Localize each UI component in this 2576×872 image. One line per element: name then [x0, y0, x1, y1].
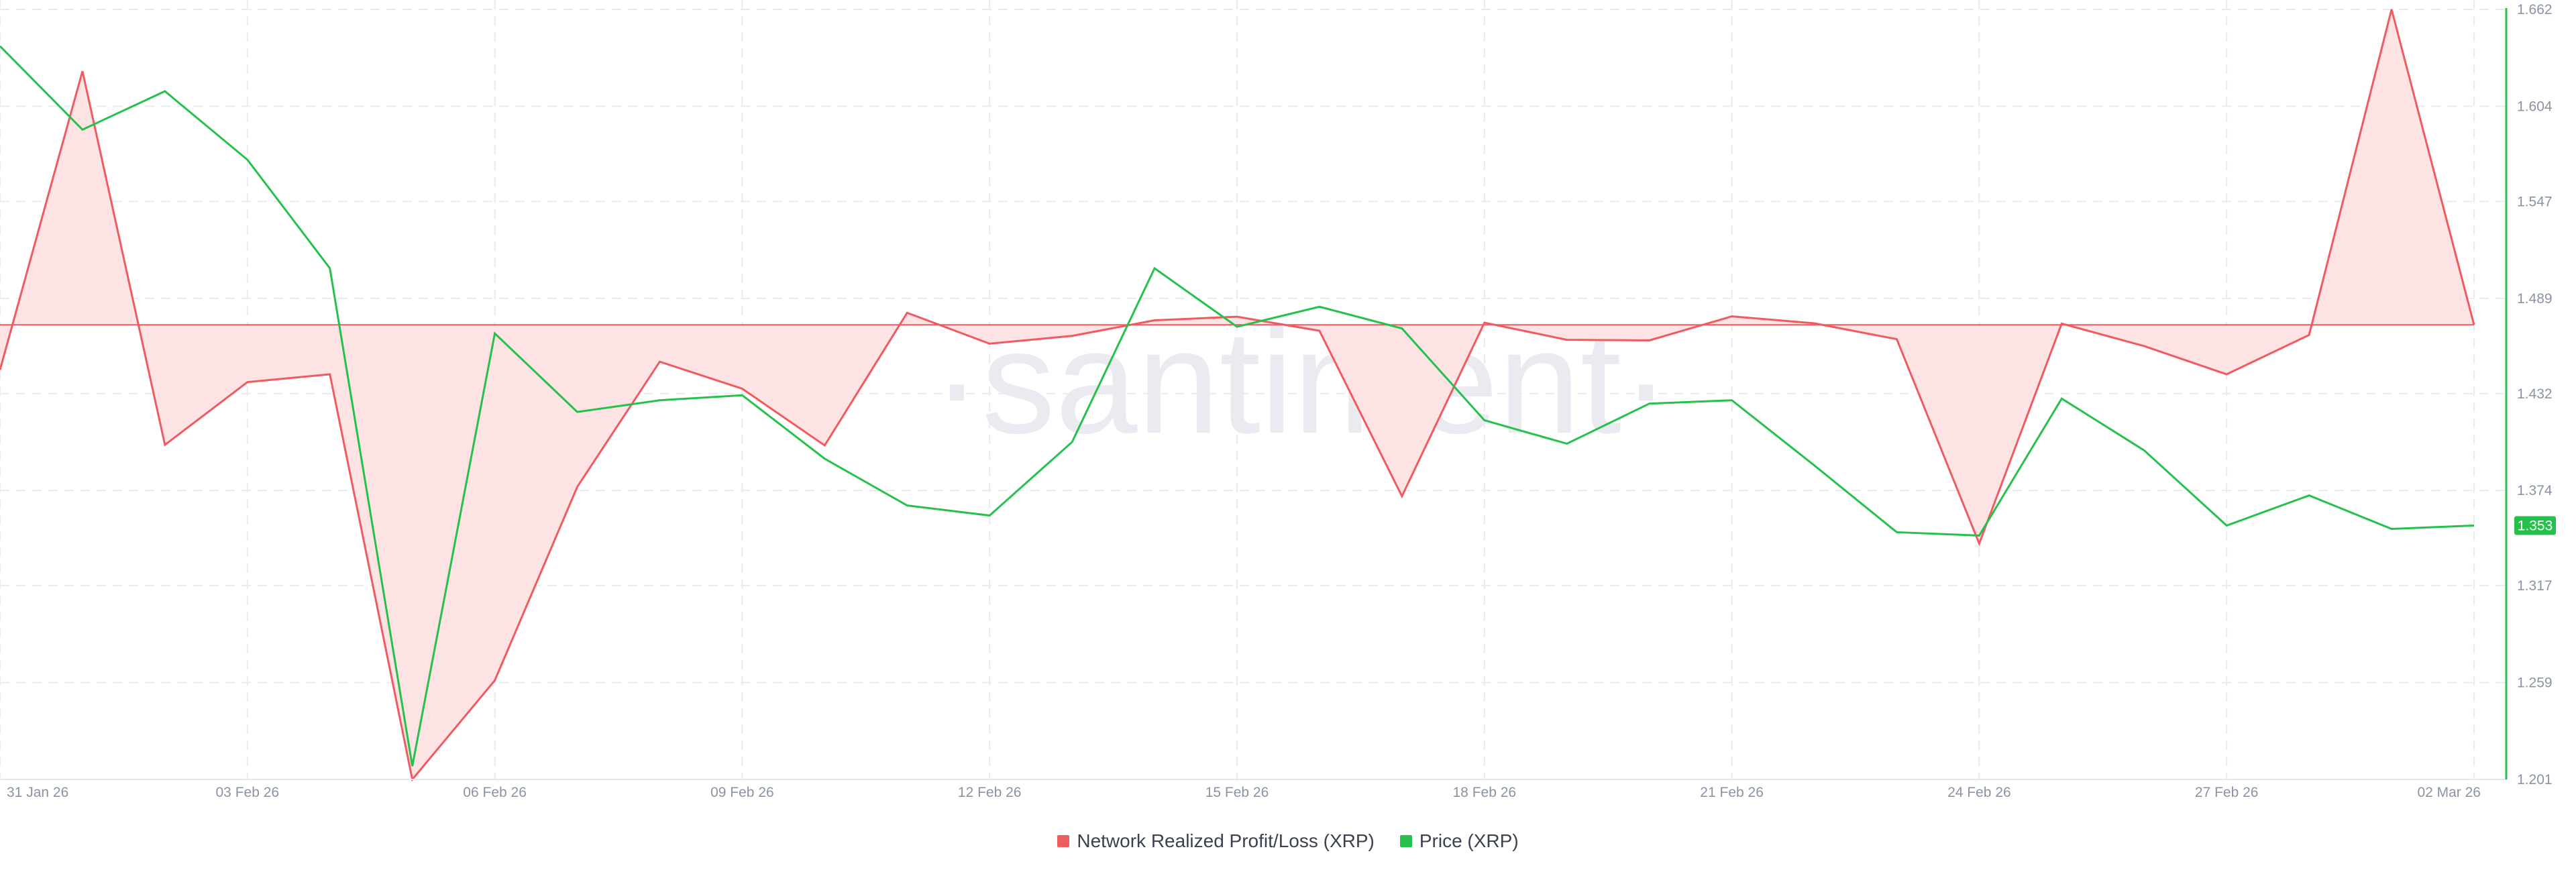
- price-point: [1400, 327, 1404, 331]
- price-axis-tick-label: 1.662: [2517, 2, 2553, 17]
- legend-item-price[interactable]: Price (XRP): [1399, 830, 1519, 852]
- nrpl-point: [80, 69, 85, 73]
- price-point: [2390, 527, 2394, 531]
- nrpl-point: [576, 485, 580, 489]
- nrpl-point: [2142, 344, 2146, 348]
- x-axis-tick-label: 06 Feb 26: [463, 785, 527, 800]
- nrpl-point: [1235, 315, 1239, 319]
- nrpl-point: [411, 777, 415, 781]
- price-point: [1565, 441, 1569, 445]
- price-point: [2142, 448, 2146, 452]
- price-point: [2059, 396, 2063, 400]
- price-point: [1894, 530, 1898, 534]
- price-axis-tick-label: 1.604: [2517, 99, 2553, 114]
- price-axis-tick-label: 1.317: [2517, 578, 2553, 594]
- price-axis-tick-label: 1.259: [2517, 675, 2553, 691]
- legend: Network Realized Profit/Loss (XRP) Price…: [0, 828, 2576, 855]
- nrpl-point: [1565, 338, 1569, 342]
- nrpl-point: [1070, 334, 1074, 338]
- x-axis-tick-label: 03 Feb 26: [216, 785, 280, 800]
- price-point: [1648, 402, 1652, 406]
- grid-lines: [0, 0, 2506, 780]
- price-point: [2472, 523, 2476, 527]
- price-point: [905, 504, 909, 508]
- nrpl-point: [1152, 318, 1157, 322]
- x-axis-tick-label: 27 Feb 26: [2195, 785, 2259, 800]
- price-point: [1235, 325, 1239, 329]
- price-point: [411, 764, 415, 768]
- price-point: [246, 158, 250, 162]
- price-point: [2224, 523, 2229, 527]
- nrpl-point: [2307, 333, 2311, 337]
- nrpl-point: [740, 386, 744, 390]
- price-point: [1318, 305, 1322, 309]
- nrpl-point: [1730, 315, 1734, 319]
- x-axis-tick-label: 12 Feb 26: [958, 785, 1022, 800]
- legend-label-nrpl: Network Realized Profit/Loss (XRP): [1077, 830, 1375, 851]
- nrpl-point: [1648, 338, 1652, 342]
- nrpl-point: [493, 678, 497, 682]
- price-point: [740, 393, 744, 397]
- x-axis-tick-label: 24 Feb 26: [1947, 785, 2011, 800]
- price-point: [80, 127, 85, 131]
- nrpl-point: [163, 443, 167, 447]
- price-point: [987, 514, 991, 518]
- price-point: [822, 457, 826, 461]
- legend-swatch-nrpl: [1057, 835, 1070, 847]
- price-point: [1813, 464, 1817, 468]
- nrpl-point: [1813, 321, 1817, 325]
- legend-swatch-price: [1399, 835, 1412, 847]
- nrpl-point: [905, 311, 909, 315]
- x-axis-ticks: 31 Jan 26 03 Feb 26 06 Feb 26 09 Feb 26 12 F…: [7, 785, 2481, 800]
- price-axis-tick-label: 1.547: [2517, 194, 2553, 209]
- nrpl-fill-area: [0, 9, 2474, 779]
- price-point: [576, 410, 580, 414]
- nrpl-point: [2472, 323, 2476, 327]
- price-point: [1152, 266, 1157, 270]
- price-point: [1483, 419, 1487, 423]
- nrpl-point: [822, 443, 826, 447]
- price-point: [657, 398, 661, 402]
- nrpl-point: [2059, 321, 2063, 325]
- price-axis-tick-label: 1.201: [2517, 772, 2553, 787]
- current-price-label: 1.353: [2518, 518, 2553, 533]
- nrpl-point: [1400, 494, 1404, 498]
- price-point: [1730, 398, 1734, 402]
- nrpl-point: [246, 380, 250, 384]
- price-point: [328, 266, 332, 270]
- nrpl-point: [1977, 541, 1981, 545]
- santiment-watermark: ·santiment·: [932, 299, 1670, 464]
- nrpl-point: [1318, 329, 1322, 333]
- price-axis-ticks: 1.201 1.259 1.317 1.374 1.432 1.489 1.547 1.604…: [2517, 2, 2553, 787]
- price-point: [1070, 440, 1074, 444]
- current-price-badge-bg: [2514, 516, 2556, 535]
- x-axis-tick-label: 31 Jan 26: [7, 785, 68, 800]
- price-point: [2307, 494, 2311, 498]
- price-axis-tick-label: 1.489: [2517, 291, 2553, 307]
- x-axis-tick-label: 21 Feb 26: [1700, 785, 1764, 800]
- x-axis-tick-label: 18 Feb 26: [1453, 785, 1517, 800]
- nrpl-point: [2224, 372, 2229, 376]
- price-point: [1977, 533, 1981, 537]
- nrpl-point: [2390, 7, 2394, 11]
- nrpl-point: [0, 368, 2, 372]
- legend-label-price: Price (XRP): [1419, 830, 1519, 851]
- price-point: [493, 331, 497, 335]
- nrpl-point: [657, 360, 661, 364]
- price-axis-tick-label: 1.432: [2517, 386, 2553, 402]
- series-line-price: [0, 45, 2475, 767]
- x-axis-tick-label: 15 Feb 26: [1205, 785, 1269, 800]
- x-axis-tick-label: 02 Mar 26: [2417, 785, 2481, 800]
- current-price-badge: 1.353: [2514, 516, 2556, 535]
- nrpl-point: [1483, 321, 1487, 325]
- nrpl-point: [1894, 337, 1898, 341]
- x-axis-tick-label: 09 Feb 26: [710, 785, 774, 800]
- nrpl-point: [987, 341, 991, 345]
- price-point: [163, 89, 167, 93]
- nrpl-point: [328, 372, 332, 376]
- legend-item-nrpl[interactable]: Network Realized Profit/Loss (XRP): [1057, 830, 1375, 852]
- price-axis-tick-label: 1.374: [2517, 483, 2553, 498]
